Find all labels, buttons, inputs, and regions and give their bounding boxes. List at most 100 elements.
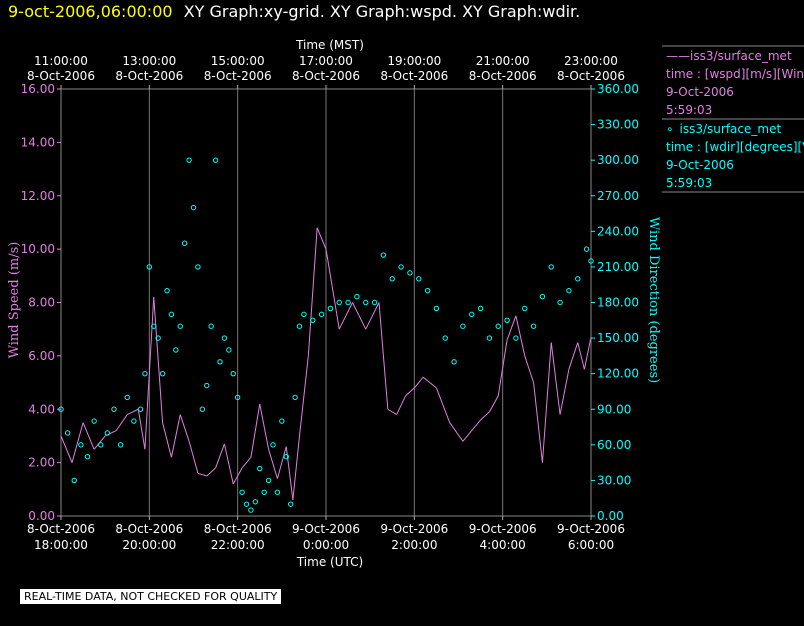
wind-direction-point [575, 276, 581, 282]
wind-speed-segment [435, 387, 451, 423]
wind-direction-point [243, 501, 250, 507]
wind-direction-point [146, 264, 153, 270]
right-axis-ticks: 0.00 30.00 60.00 90.00 120.00 150.00 180.00 210… [591, 82, 639, 523]
wind-direction-series [58, 157, 594, 513]
wind-direction-point [177, 323, 183, 329]
grid-lines [148, 89, 504, 516]
wind-direction-point [226, 347, 232, 353]
wind-direction-point [212, 157, 219, 163]
wind-direction-point [252, 499, 259, 505]
top-tick-time: 23:00:00 [564, 54, 618, 68]
bottom-tick-date: 9-Oct-2006 [292, 522, 360, 536]
wind-speed-segment [515, 315, 526, 356]
left-tick-label: 6.00 [28, 349, 55, 363]
wind-direction-point [301, 311, 307, 318]
wind-direction-point [64, 430, 71, 436]
wind-speed-segment [60, 435, 73, 463]
wind-direction-point [230, 370, 236, 377]
wind-direction-point [98, 442, 104, 448]
wind-speed-segment [365, 302, 380, 330]
right-tick-label: 60.00 [597, 438, 631, 452]
right-tick-label: 360.00 [597, 82, 639, 96]
wind-speed-segment [449, 422, 464, 442]
wind-direction-point [124, 394, 130, 401]
wind-direction-point [199, 406, 206, 412]
wind-speed-segment [471, 419, 481, 431]
top-tick-date: 8-Oct-2006 [469, 69, 537, 83]
wind-direction-point [234, 394, 241, 401]
legend-source-text: iss3/surface_met [679, 122, 782, 136]
wind-direction-point [371, 299, 378, 306]
wind-direction-point [137, 406, 144, 412]
wind-direction-point [159, 370, 166, 377]
bottom-tick-date: 9-Oct-2006 [469, 522, 537, 536]
wind-direction-point [58, 406, 64, 412]
series-layer [58, 157, 594, 513]
bottom-tick-date: 9-Oct-2006 [380, 522, 448, 536]
wind-speed-segment [462, 430, 473, 442]
wind-direction-point [407, 270, 413, 276]
wind-direction-point [181, 240, 188, 246]
quality-notice: REAL-TIME DATA, NOT CHECKED FOR QUALITY [20, 589, 282, 604]
wind-direction-point [310, 317, 316, 323]
top-axis-title: Time (MST) [295, 38, 364, 52]
wind-direction-point [354, 293, 360, 300]
right-tick-label: 180.00 [597, 296, 639, 310]
bottom-tick-time: 4:00:00 [480, 538, 526, 552]
wind-direction-point [380, 252, 387, 258]
wind-speed-segment [568, 342, 579, 370]
wind-direction-point [283, 453, 289, 460]
top-tick-time: 13:00:00 [122, 54, 176, 68]
wind-speed-segment [144, 297, 155, 450]
left-tick-label: 8.00 [28, 296, 55, 310]
wind-direction-point [84, 453, 91, 460]
wind-speed-segment [524, 355, 535, 383]
bottom-tick-date: 8-Oct-2006 [204, 522, 272, 536]
left-tick-label: 16.00 [21, 82, 55, 96]
right-tick-label: 330.00 [597, 118, 639, 132]
wind-speed-segment [179, 414, 190, 442]
wind-direction-point [451, 359, 457, 365]
wind-direction-point [539, 293, 546, 300]
wind-direction-point [287, 501, 294, 507]
legend-entry-wdir[interactable]: ∘ iss3/surface_met time : [wdir][degrees]… [662, 120, 804, 193]
right-tick-label: 270.00 [597, 189, 639, 203]
wind-direction-point [142, 370, 148, 377]
top-tick-date: 8-Oct-2006 [27, 69, 95, 83]
wind-direction-point [433, 305, 440, 312]
left-axis-ticks: 0.00 2.00 4.00 6.00 8.00 10.00 12.00 14.00 16.00 [21, 82, 61, 523]
wind-direction-point [318, 311, 325, 318]
wind-direction-point [345, 299, 351, 306]
wind-direction-point [513, 335, 519, 341]
wind-direction-point [104, 430, 111, 436]
wind-direction-point [336, 299, 342, 306]
wind-speed-segment [241, 456, 252, 469]
circle-marker-icon: ∘ [666, 122, 674, 136]
left-tick-label: 12.00 [21, 189, 55, 203]
wind-direction-point [261, 489, 267, 495]
top-tick-date: 8-Oct-2006 [204, 69, 272, 83]
wind-direction-point [208, 323, 214, 329]
bottom-tick-time: 0:00:00 [303, 538, 349, 552]
left-tick-label: 0.00 [28, 509, 55, 523]
wind-direction-point [363, 299, 369, 306]
wind-direction-point [173, 347, 179, 353]
wind-direction-point [248, 507, 254, 513]
left-tick-label: 2.00 [28, 456, 55, 470]
wind-speed-segment [497, 339, 508, 396]
wind-direction-point [296, 323, 303, 329]
wind-direction-point [274, 489, 281, 495]
wind-speed-segment [533, 382, 543, 463]
wind-direction-point [204, 382, 210, 389]
wind-direction-point [442, 335, 448, 341]
wind-direction-point [522, 305, 528, 312]
wind-speed-segment [188, 441, 199, 474]
bottom-tick-date: 9-Oct-2006 [557, 522, 625, 536]
wind-direction-point [557, 299, 563, 306]
legend-date-wspd: 9-Oct-2006 [666, 85, 734, 99]
legend-entry-wspd[interactable]: ——iss3/surface_met time : [wspd][m/s][Wi… [662, 47, 804, 120]
right-tick-label: 210.00 [597, 260, 639, 274]
bottom-axis-ticks: 8-Oct-2006 18:00:00 8-Oct-2006 20:00:00 8-Oc… [27, 516, 625, 552]
bottom-tick-time: 20:00:00 [122, 538, 176, 552]
top-tick-date: 8-Oct-2006 [292, 69, 360, 83]
